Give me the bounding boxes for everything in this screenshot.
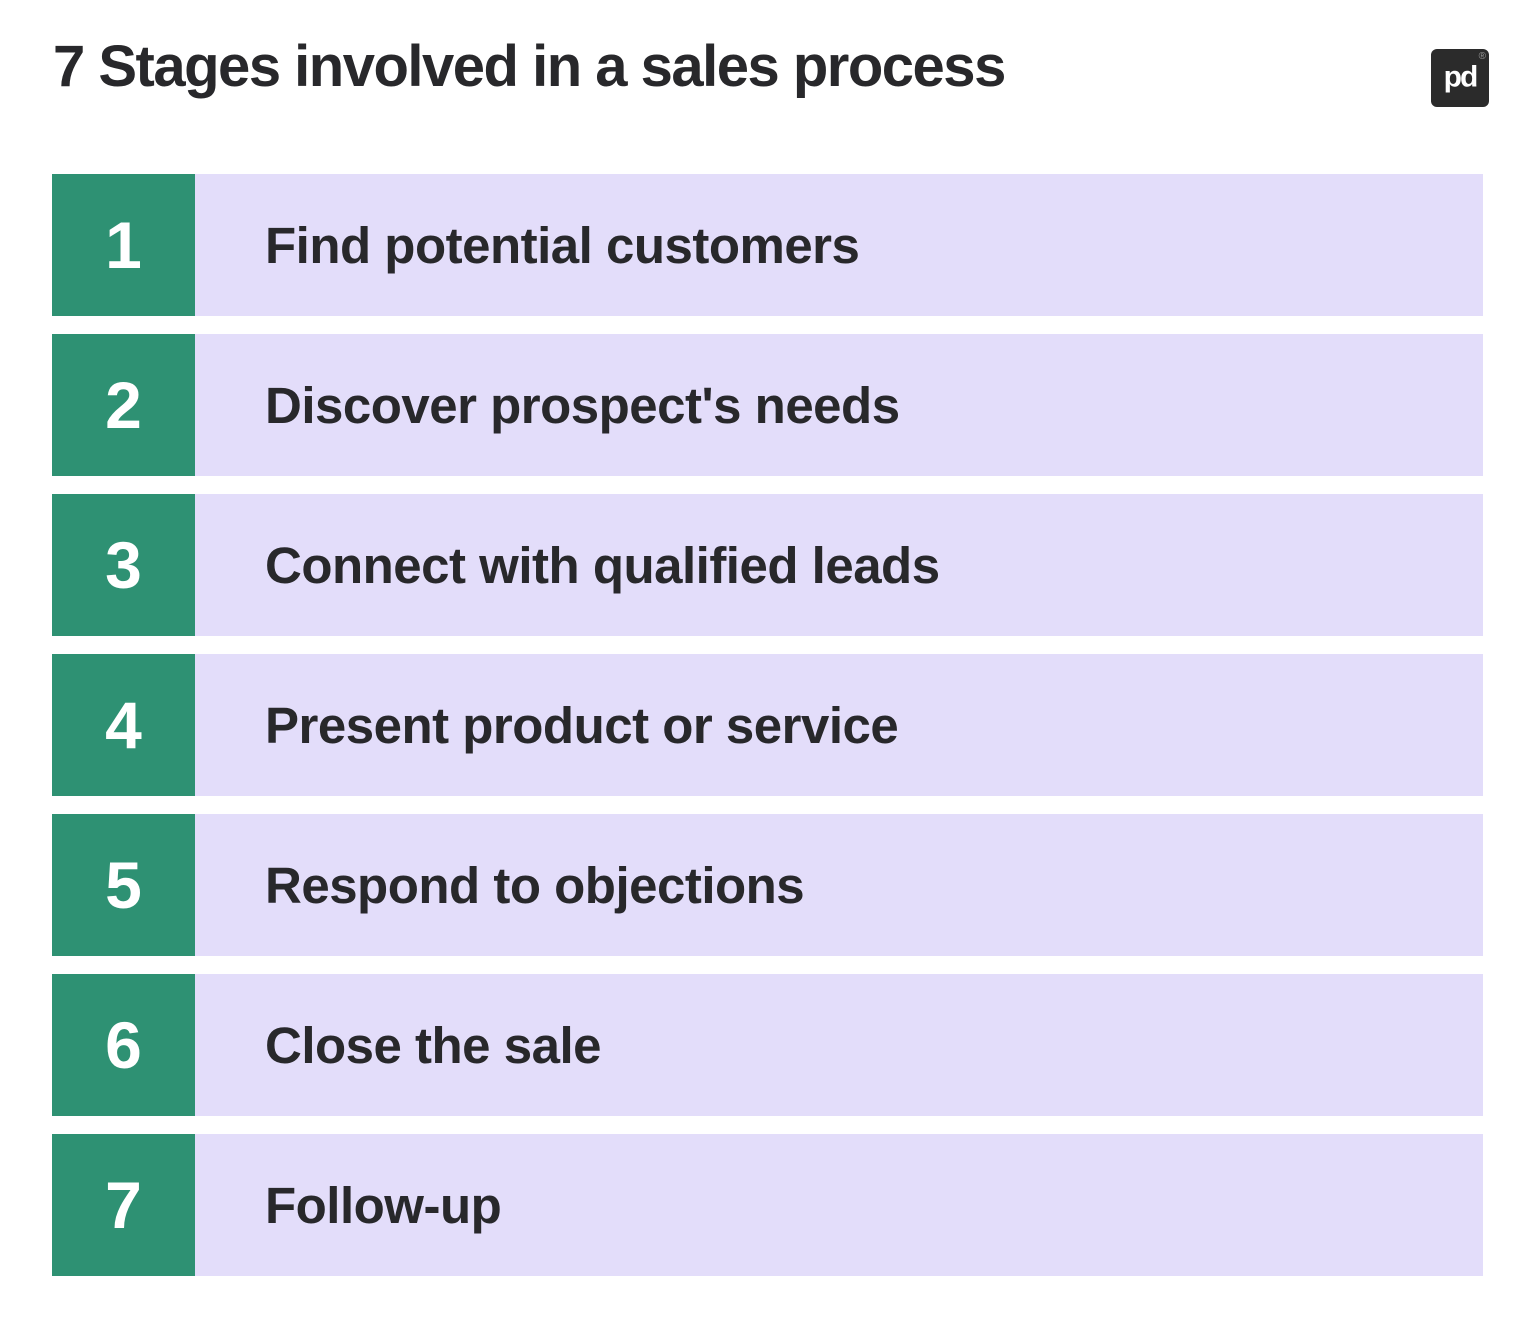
stage-label: Close the sale bbox=[265, 1016, 601, 1074]
pandadoc-logo-icon: pd bbox=[1443, 60, 1479, 94]
stage-number-badge: 7 bbox=[52, 1134, 195, 1276]
stage-row-5: 5 Respond to objections bbox=[52, 814, 1483, 956]
stage-row-6: 6 Close the sale bbox=[52, 974, 1483, 1116]
stage-row-1: 1 Find potential customers bbox=[52, 174, 1483, 316]
stage-label: Discover prospect's needs bbox=[265, 376, 900, 434]
stage-bar: Discover prospect's needs bbox=[195, 334, 1483, 476]
stage-label: Connect with qualified leads bbox=[265, 536, 940, 594]
stage-number-badge: 4 bbox=[52, 654, 195, 796]
pandadoc-logo: pd ® bbox=[1431, 49, 1489, 107]
stage-row-7: 7 Follow-up bbox=[52, 1134, 1483, 1276]
stage-row-4: 4 Present product or service bbox=[52, 654, 1483, 796]
stage-row-3: 3 Connect with qualified leads bbox=[52, 494, 1483, 636]
stage-label: Follow-up bbox=[265, 1176, 502, 1234]
stage-bar: Follow-up bbox=[195, 1134, 1483, 1276]
stage-label: Find potential customers bbox=[265, 216, 860, 274]
page-title: 7 Stages involved in a sales process bbox=[53, 34, 1006, 99]
stage-number-badge: 3 bbox=[52, 494, 195, 636]
stage-label: Respond to objections bbox=[265, 856, 805, 914]
stage-bar: Find potential customers bbox=[195, 174, 1483, 316]
stage-number-badge: 2 bbox=[52, 334, 195, 476]
stages-list: 1 Find potential customers 2 Discover pr… bbox=[52, 174, 1483, 1294]
stage-bar: Respond to objections bbox=[195, 814, 1483, 956]
stage-bar: Close the sale bbox=[195, 974, 1483, 1116]
stage-bar: Present product or service bbox=[195, 654, 1483, 796]
stage-row-2: 2 Discover prospect's needs bbox=[52, 334, 1483, 476]
registered-trademark-symbol: ® bbox=[1478, 51, 1486, 62]
stage-number-badge: 6 bbox=[52, 974, 195, 1116]
stage-number-badge: 5 bbox=[52, 814, 195, 956]
stage-label: Present product or service bbox=[265, 696, 899, 754]
stage-bar: Connect with qualified leads bbox=[195, 494, 1483, 636]
stage-number-badge: 1 bbox=[52, 174, 195, 316]
